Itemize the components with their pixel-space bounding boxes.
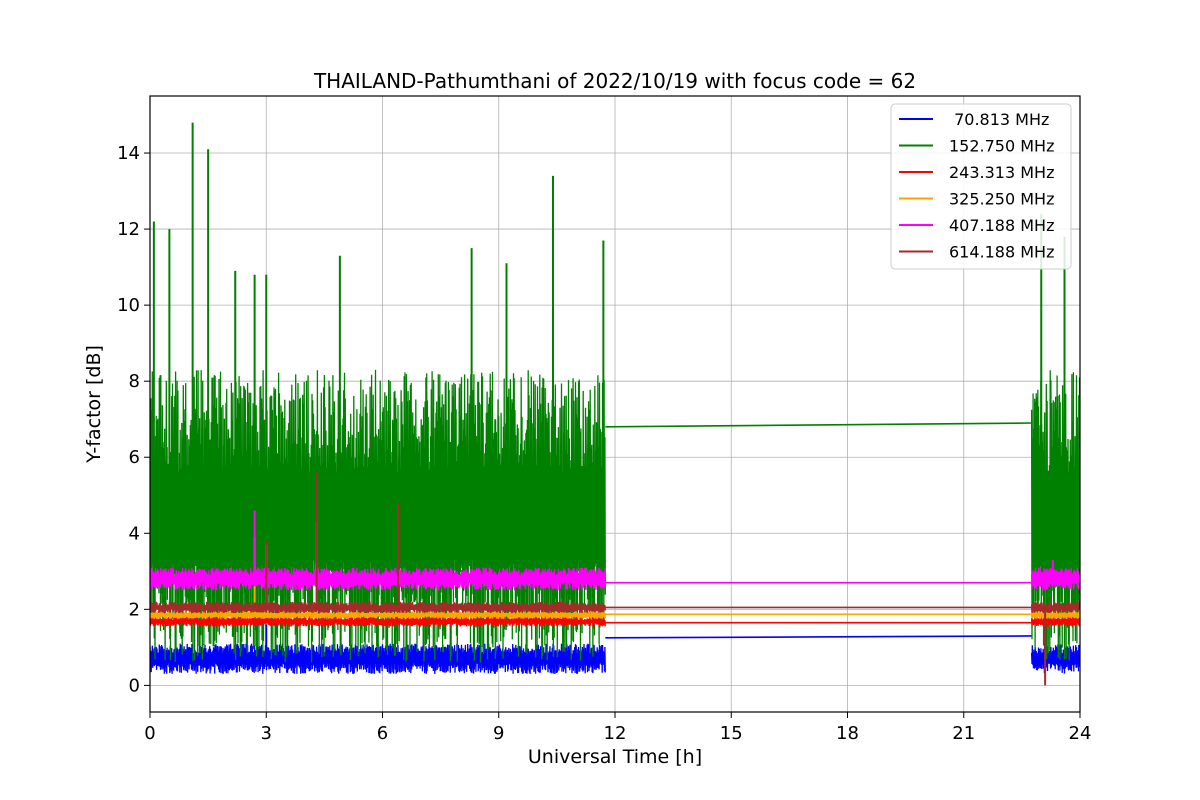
series-line xyxy=(1030,567,1080,591)
legend-label: 325.250 MHz xyxy=(949,190,1054,209)
x-axis: 0 3 6 9 12 15 18 21 24 xyxy=(144,712,1091,744)
x-tick-label: 12 xyxy=(604,723,627,744)
x-tick-label: 15 xyxy=(720,723,743,744)
series-line xyxy=(150,601,606,614)
x-tick-label: 0 xyxy=(144,723,155,744)
x-tick-label: 24 xyxy=(1069,723,1092,744)
y-tick-label: 12 xyxy=(117,219,140,240)
y-axis: 0 2 4 6 8 10 12 14 xyxy=(117,143,150,696)
y-tick-label: 14 xyxy=(117,143,140,164)
series-gap-line xyxy=(605,635,1032,639)
series-gap-line xyxy=(605,422,1032,428)
x-axis-label: Universal Time [h] xyxy=(528,746,702,768)
series-line xyxy=(1030,601,1080,614)
series-line xyxy=(150,643,606,675)
legend-label: 152.750 MHz xyxy=(949,137,1054,156)
y-tick-label: 4 xyxy=(129,523,140,544)
y-tick-label: 10 xyxy=(117,295,140,316)
series-line xyxy=(1030,644,1080,674)
series-line xyxy=(150,567,606,591)
legend-label: 407.188 MHz xyxy=(949,216,1054,235)
series-line xyxy=(150,616,606,627)
y-tick-label: 8 xyxy=(129,371,140,392)
series-line xyxy=(1030,370,1080,661)
x-tick-label: 6 xyxy=(377,723,388,744)
legend-label: 243.313 MHz xyxy=(949,163,1054,182)
y-tick-label: 6 xyxy=(129,447,140,468)
chart-title: THAILAND-Pathumthani of 2022/10/19 with … xyxy=(313,69,916,93)
legend-label: 614.188 MHz xyxy=(949,243,1054,262)
series-5 xyxy=(150,472,1080,686)
series-line xyxy=(1030,611,1080,619)
x-tick-label: 9 xyxy=(493,723,504,744)
y-axis-label: Y-factor [dB] xyxy=(83,345,105,464)
x-tick-label: 3 xyxy=(261,723,272,744)
x-tick-label: 18 xyxy=(836,723,859,744)
legend-box xyxy=(890,103,1072,270)
y-tick-label: 0 xyxy=(129,675,140,696)
x-tick-label: 21 xyxy=(952,723,975,744)
y-tick-label: 2 xyxy=(129,599,140,620)
legend: 70.813 MHz 152.750 MHz 243.313 MHz 325.250 … xyxy=(890,103,1072,270)
legend-label: 70.813 MHz xyxy=(949,110,1049,129)
series-line xyxy=(150,611,606,619)
